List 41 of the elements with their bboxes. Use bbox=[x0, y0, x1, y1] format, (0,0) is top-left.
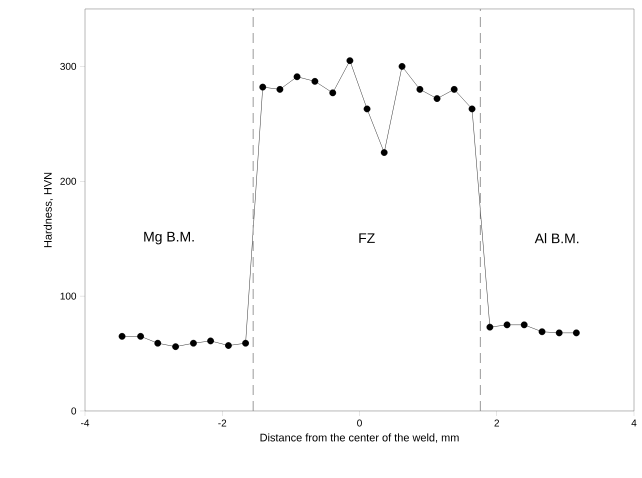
y-tick-label: 200 bbox=[60, 178, 76, 185]
point bbox=[486, 324, 494, 331]
x-tick-label: 4 bbox=[631, 420, 636, 426]
point bbox=[242, 340, 249, 347]
point bbox=[207, 338, 214, 344]
point bbox=[276, 86, 284, 93]
point bbox=[154, 340, 162, 347]
y-axis-title: Hardness, HVN bbox=[44, 172, 54, 248]
x-axis-title: Distance from the center of the weld, mm bbox=[260, 433, 459, 443]
point bbox=[556, 329, 563, 336]
annotation: Mg B.M. bbox=[144, 232, 194, 244]
y-tick-label: 300 bbox=[60, 62, 76, 70]
point bbox=[398, 63, 406, 70]
point bbox=[346, 57, 354, 64]
point bbox=[312, 78, 318, 85]
point bbox=[294, 73, 300, 80]
point bbox=[450, 86, 458, 93]
annotation: FZ bbox=[359, 233, 375, 243]
y-tick-label: 100 bbox=[60, 292, 76, 300]
x-tick-label: 2 bbox=[494, 420, 500, 426]
y-tick-label: 0 bbox=[71, 407, 76, 415]
point bbox=[416, 86, 424, 93]
point bbox=[329, 89, 336, 96]
x-tick-label: 0 bbox=[357, 420, 362, 427]
point bbox=[520, 321, 528, 328]
point bbox=[468, 106, 476, 112]
x-tick-label: -2 bbox=[218, 420, 226, 426]
point bbox=[380, 149, 388, 156]
point bbox=[225, 342, 232, 349]
point bbox=[259, 84, 266, 90]
x-tick-label: -4 bbox=[81, 420, 90, 426]
point bbox=[137, 332, 144, 340]
point bbox=[364, 106, 370, 112]
annotation: Al B.M. bbox=[534, 233, 578, 244]
point bbox=[572, 329, 580, 336]
point bbox=[172, 343, 179, 350]
point bbox=[118, 332, 126, 340]
point bbox=[538, 328, 546, 336]
point bbox=[190, 340, 197, 347]
point bbox=[504, 321, 510, 328]
point bbox=[434, 95, 440, 102]
